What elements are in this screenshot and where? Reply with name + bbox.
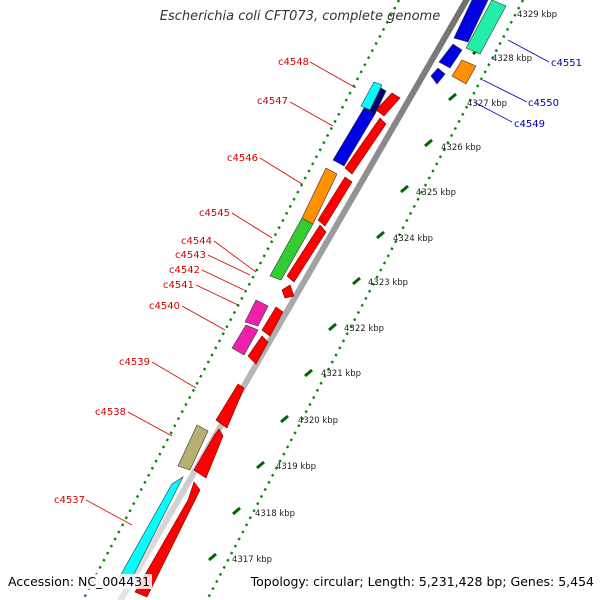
leader-c4546 [259, 157, 303, 185]
tick-4321 [304, 368, 313, 378]
tick-4325 [400, 184, 409, 194]
gene-label[interactable]: c4551 [551, 58, 582, 69]
gene-arrow[interactable] [375, 92, 401, 117]
right-features [430, 0, 507, 85]
kbp-labels: 4317 kbp 4318 kbp 4319 kbp 4320 kbp 4321… [232, 10, 557, 565]
leader-c4544 [213, 240, 257, 273]
gene-label[interactable]: c4543 [175, 250, 206, 261]
leader-c4537 [85, 499, 133, 526]
tick-track-right [205, 0, 525, 600]
gene-arrow[interactable] [193, 428, 224, 479]
leader-c4542 [201, 269, 245, 291]
tick-4323 [352, 276, 361, 286]
tick-track-left [81, 0, 401, 600]
gene-label[interactable]: c4542 [169, 265, 200, 276]
kbp-label: 4318 kbp [255, 509, 295, 519]
leader-lines-left [85, 61, 357, 526]
tick-4318 [232, 506, 241, 516]
leader-c4543 [207, 254, 251, 276]
tick-track-right-line [205, 0, 525, 600]
gene-label[interactable]: c4550 [528, 98, 559, 109]
kbp-label: 4326 kbp [441, 143, 481, 153]
gene-c4550[interactable] [451, 59, 477, 85]
leader-c4538 [127, 411, 173, 437]
gene-label[interactable]: c4544 [181, 236, 212, 247]
gene-arrow[interactable] [281, 284, 295, 299]
kbp-label: 4320 kbp [298, 416, 338, 426]
kbp-label: 4323 kbp [368, 278, 408, 288]
leader-c4540 [181, 305, 226, 331]
gene-c4549b[interactable] [430, 67, 446, 85]
gene-arrow[interactable] [247, 335, 269, 365]
tick-4320 [280, 414, 289, 424]
gene-arrow[interactable] [261, 306, 284, 337]
gene-arrow[interactable] [134, 481, 201, 598]
backbone-strand [117, 0, 470, 600]
tick-track-left-line [81, 0, 401, 600]
leader-lines-right [473, 39, 550, 123]
tick-4317 [208, 552, 217, 562]
forward-features [134, 92, 401, 598]
tick-4327 [448, 92, 457, 102]
leader-c4549 [473, 101, 513, 123]
gene-c4548[interactable] [360, 81, 383, 111]
kbp-label: 4329 kbp [517, 10, 557, 20]
leader-c4547 [289, 101, 334, 127]
kbp-label: 4317 kbp [232, 555, 272, 565]
kbp-label: 4325 kbp [416, 188, 456, 198]
tick-4324 [376, 230, 385, 240]
kbp-label: 4321 kbp [321, 369, 361, 379]
kbp-label: 4319 kbp [276, 462, 316, 472]
kbp-label: 4328 kbp [492, 54, 532, 64]
gene-label[interactable]: c4538 [95, 407, 126, 418]
gene-arrow[interactable] [286, 224, 327, 283]
gene-top-blue[interactable] [453, 0, 489, 43]
gene-label[interactable]: c4541 [163, 280, 194, 291]
gene-labels-left: c4548 c4547 c4546 c4545 c4544 c4543 c454… [54, 57, 309, 506]
tick-4319 [256, 460, 265, 470]
gene-c4541[interactable] [244, 299, 269, 327]
leader-c4551 [507, 39, 550, 63]
gene-c4538[interactable] [177, 424, 209, 471]
gene-arrow[interactable] [317, 176, 353, 227]
kbp-label: 4327 kbp [467, 99, 507, 109]
gene-label[interactable]: c4546 [227, 153, 258, 164]
reverse-features [119, 81, 387, 579]
genome-title: Escherichia coli CFT073, complete genome [159, 9, 441, 24]
leader-c4539 [151, 361, 197, 389]
kbp-label: 4324 kbp [393, 234, 433, 244]
gene-label[interactable]: c4547 [257, 96, 288, 107]
backbone [117, 0, 470, 600]
gene-c4546[interactable] [301, 167, 338, 225]
gene-label[interactable]: c4549 [514, 119, 545, 130]
kbp-label: 4322 kbp [344, 324, 384, 334]
leader-c4545 [231, 212, 273, 239]
topology-text: Topology: circular; Length: 5,231,428 bp… [248, 574, 596, 589]
gene-labels-right: c4551 c4550 c4549 [514, 58, 582, 130]
gene-label[interactable]: c4537 [54, 495, 85, 506]
gene-label[interactable]: c4539 [119, 357, 150, 368]
gene-c4540[interactable] [231, 324, 259, 356]
tick-4322 [328, 322, 337, 332]
gene-label[interactable]: c4540 [149, 301, 180, 312]
gene-label[interactable]: c4548 [278, 57, 309, 68]
gene-c4549[interactable] [438, 43, 463, 69]
gene-arrow[interactable] [215, 383, 245, 429]
leader-c4541 [195, 284, 239, 306]
accession-text: Accession: NC_004431 [6, 574, 153, 589]
gene-c4551[interactable] [465, 0, 507, 55]
leader-c4548 [309, 61, 357, 89]
gene-label[interactable]: c4545 [199, 208, 230, 219]
tick-4326 [424, 138, 433, 148]
gene-arrow[interactable] [344, 117, 387, 175]
leader-c4550 [482, 79, 528, 103]
major-ticks [208, 4, 505, 562]
